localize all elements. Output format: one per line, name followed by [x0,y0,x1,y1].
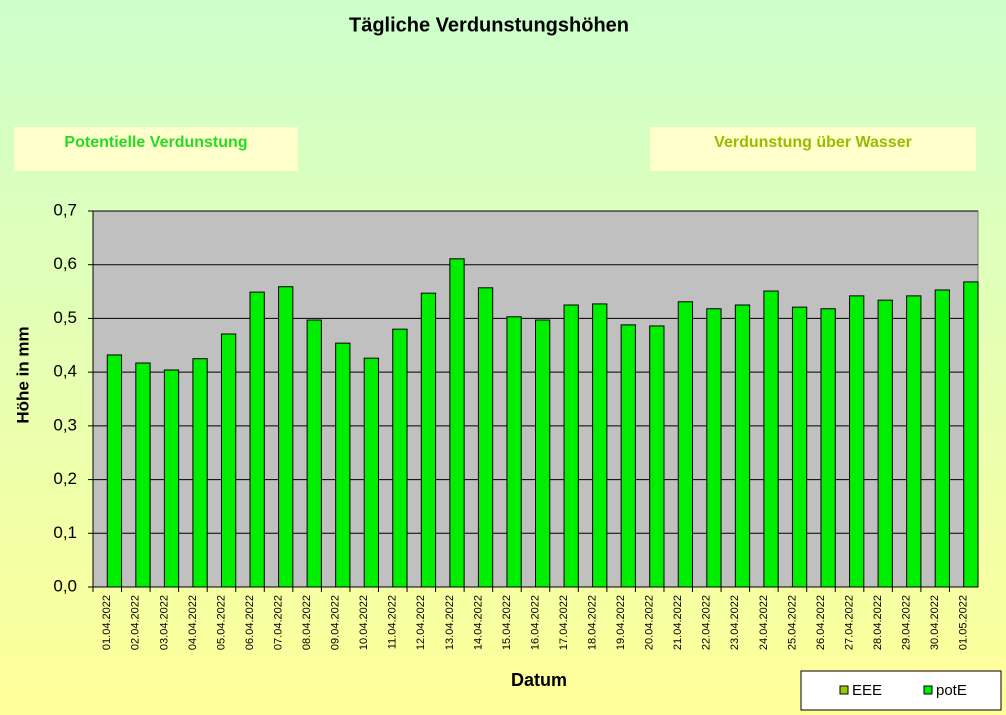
bar [934,289,950,588]
x-tick-label: 30.04.2022 [929,595,941,650]
y-tick-label: 0,5 [53,308,77,327]
x-tick-label: 23.04.2022 [729,595,741,650]
annotation: Potentielle Verdunstung [64,134,247,151]
bar [963,281,979,588]
y-axis-label: Höhe in mm [13,326,32,423]
x-tick-label: 20.04.2022 [644,595,656,650]
annotation-box [14,127,298,171]
bar [791,306,808,588]
bar [820,308,836,588]
x-tick-label: 01.05.2022 [958,595,970,650]
bar [535,319,551,588]
y-tick-label: 0,1 [53,523,77,542]
x-tick-label: 06.04.2022 [244,595,256,650]
y-tick-label: 0,0 [53,576,77,595]
bar [592,303,608,588]
x-tick-label: 03.04.2022 [158,595,170,650]
bar [477,287,494,588]
y-tick-label: 0,3 [53,415,77,434]
x-tick-label: 28.04.2022 [872,595,884,650]
x-tick-label: 21.04.2022 [672,595,684,650]
bar [392,328,408,588]
bar [163,369,180,588]
bar [620,324,636,588]
bar [563,304,579,588]
bar [335,342,351,588]
bar [649,325,665,588]
x-tick-label: 10.04.2022 [358,595,370,650]
x-tick-label: 16.04.2022 [529,595,541,650]
bar [706,308,722,588]
x-tick-label: 02.04.2022 [130,595,142,650]
bar [506,316,522,588]
annotation: Verdunstung über Wasser [714,134,912,151]
legend-label: potE [936,682,967,699]
x-tick-label: 27.04.2022 [843,595,855,650]
bar [420,292,437,588]
x-tick-label: 19.04.2022 [615,595,627,650]
x-tick-label: 08.04.2022 [301,595,313,650]
bar [220,333,237,588]
bar [249,291,265,588]
bar [449,258,465,588]
x-tick-label: 17.04.2022 [558,595,570,650]
bar [763,290,779,588]
chart-title: Tägliche Verdunstungshöhen [349,14,629,36]
x-tick-label: 04.04.2022 [187,595,199,650]
x-tick-label: 25.04.2022 [786,595,798,650]
x-tick-label: 22.04.2022 [701,595,713,650]
x-tick-label: 07.04.2022 [272,595,284,650]
x-tick-label: 18.04.2022 [587,595,599,650]
y-tick-label: 0,7 [53,200,77,219]
annotation-box [650,127,976,171]
x-tick-label: 01.04.2022 [101,595,113,650]
x-tick-label: 11.04.2022 [387,595,399,649]
bar [734,304,751,588]
bar [363,357,379,588]
x-tick-label: 14.04.2022 [472,595,484,650]
legend-swatch [839,685,849,695]
x-tick-label: 24.04.2022 [758,595,770,650]
bar [849,295,865,588]
legend [800,670,1002,711]
bar [106,354,123,588]
y-tick-label: 0,4 [53,362,77,381]
bar [192,358,208,588]
legend-label: EEE [852,682,882,699]
bar [278,286,294,588]
bar [906,295,922,588]
x-tick-label: 15.04.2022 [501,595,513,650]
x-tick-label: 29.04.2022 [901,595,913,650]
x-tick-label: 26.04.2022 [815,595,827,650]
y-tick-label: 0,6 [53,254,77,273]
bar [306,319,322,588]
bar [677,301,694,588]
y-tick-label: 0,2 [53,469,77,488]
x-tick-label: 09.04.2022 [330,595,342,650]
bar [877,299,893,588]
legend-swatch [923,685,933,695]
x-tick-label: 12.04.2022 [415,595,427,650]
x-tick-label: 13.04.2022 [444,595,456,650]
bar [135,362,151,588]
x-tick-label: 05.04.2022 [215,595,227,650]
x-axis-label: Datum [511,670,567,690]
